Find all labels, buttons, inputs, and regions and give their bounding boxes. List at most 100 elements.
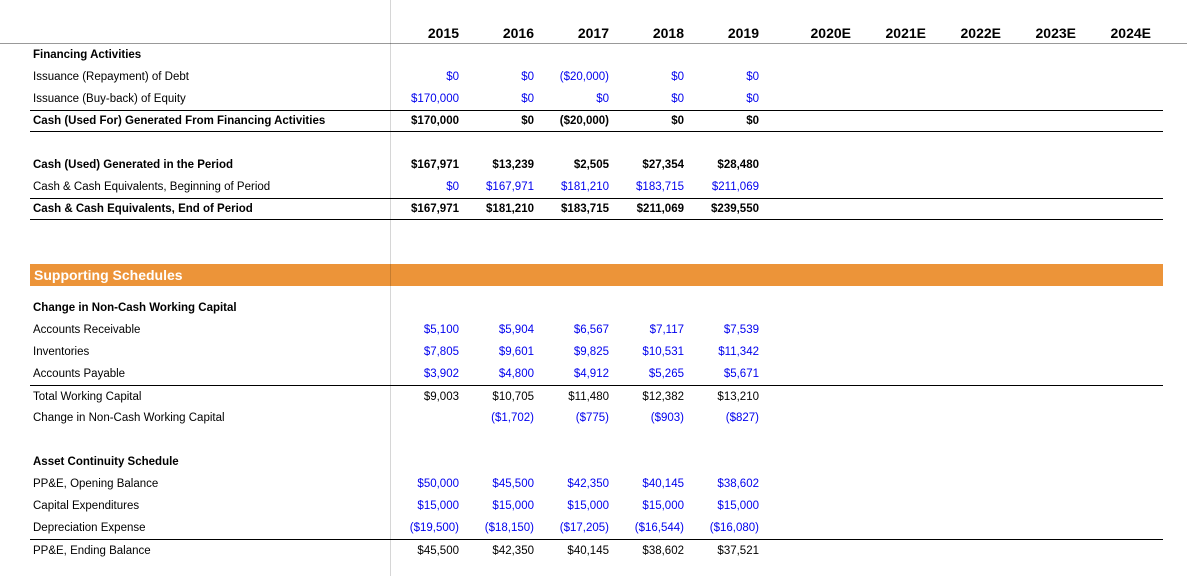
cell-2016-pp-e-ending-balance[interactable]: $42,350 (492, 544, 534, 557)
cell-2015-capital-expenditures[interactable]: $15,000 (417, 500, 459, 512)
year-header-2020e[interactable]: 2020E (810, 24, 851, 41)
year-header-2023e[interactable]: 2023E (1035, 24, 1076, 41)
row-label-accounts-receivable[interactable]: Accounts Receivable (33, 324, 141, 336)
row-label-pp-e-opening-balance[interactable]: PP&E, Opening Balance (33, 478, 159, 490)
row-label-asset-continuity-schedule[interactable]: Asset Continuity Schedule (33, 456, 179, 468)
cell-2018-cash-used-generated-in-the-period[interactable]: $27,354 (642, 159, 684, 171)
cell-2019-cash-used-generated-in-the-period[interactable]: $28,480 (717, 159, 759, 171)
cell-2017-cash-used-for-generated-from-financing-activities[interactable]: ($20,000) (559, 115, 609, 127)
cell-2018-pp-e-ending-balance[interactable]: $38,602 (642, 544, 684, 557)
row-label-cash-cash-equivalents-end-of-period[interactable]: Cash & Cash Equivalents, End of Period (33, 203, 253, 215)
cell-2019-pp-e-opening-balance[interactable]: $38,602 (717, 478, 759, 490)
row-label-total-working-capital[interactable]: Total Working Capital (33, 390, 142, 403)
cell-2018-cash-cash-equivalents-end-of-period[interactable]: $211,069 (636, 203, 684, 215)
cell-2018-change-in-non-cash-working-capital[interactable]: ($903) (650, 412, 684, 424)
row-label-change-in-non-cash-working-capital[interactable]: Change in Non-Cash Working Capital (33, 412, 225, 424)
cell-2016-inventories[interactable]: $9,601 (498, 346, 534, 358)
cell-2016-cash-used-for-generated-from-financing-activities[interactable]: $0 (521, 115, 534, 127)
cell-2018-cash-cash-equivalents-beginning-of-period[interactable]: $183,715 (636, 181, 684, 193)
cell-2019-total-working-capital[interactable]: $13,210 (717, 390, 759, 403)
cell-2017-accounts-payable[interactable]: $4,912 (573, 368, 609, 380)
cell-2018-inventories[interactable]: $10,531 (642, 346, 684, 358)
cell-2018-accounts-receivable[interactable]: $7,117 (649, 324, 684, 336)
cell-2017-issuance-repayment-of-debt[interactable]: ($20,000) (559, 71, 609, 83)
cell-2018-issuance-buy-back-of-equity[interactable]: $0 (671, 93, 684, 105)
cell-2015-pp-e-opening-balance[interactable]: $50,000 (417, 478, 459, 490)
cell-2019-issuance-buy-back-of-equity[interactable]: $0 (746, 93, 759, 105)
cell-2017-total-working-capital[interactable]: $11,480 (568, 390, 609, 403)
year-header-2016[interactable]: 2016 (502, 24, 534, 41)
cell-2016-capital-expenditures[interactable]: $15,000 (492, 500, 534, 512)
row-label-pp-e-ending-balance[interactable]: PP&E, Ending Balance (33, 544, 151, 557)
cell-2018-issuance-repayment-of-debt[interactable]: $0 (671, 71, 684, 83)
row-label-depreciation-expense[interactable]: Depreciation Expense (33, 522, 146, 534)
cell-2017-cash-cash-equivalents-end-of-period[interactable]: $183,715 (561, 203, 609, 215)
cell-2015-issuance-repayment-of-debt[interactable]: $0 (446, 71, 459, 83)
cell-2019-accounts-receivable[interactable]: $7,539 (723, 324, 759, 336)
cell-2015-cash-used-for-generated-from-financing-activities[interactable]: $170,000 (411, 115, 459, 127)
cell-2017-pp-e-ending-balance[interactable]: $40,145 (567, 544, 609, 557)
cell-2016-issuance-repayment-of-debt[interactable]: $0 (521, 71, 534, 83)
cell-2018-accounts-payable[interactable]: $5,265 (648, 368, 684, 380)
year-header-2024e[interactable]: 2024E (1110, 24, 1151, 41)
cell-2015-inventories[interactable]: $7,805 (423, 346, 459, 358)
cell-2016-cash-cash-equivalents-end-of-period[interactable]: $181,210 (486, 203, 534, 215)
cell-2016-depreciation-expense[interactable]: ($18,150) (484, 522, 534, 534)
cell-2019-inventories[interactable]: $11,342 (718, 346, 759, 358)
cell-2017-accounts-receivable[interactable]: $6,567 (573, 324, 609, 336)
row-label-change-in-non-cash-working-capital[interactable]: Change in Non-Cash Working Capital (33, 302, 237, 314)
year-header-2017[interactable]: 2017 (577, 24, 609, 41)
row-label-inventories[interactable]: Inventories (33, 346, 90, 358)
year-header-2021e[interactable]: 2021E (885, 24, 926, 41)
row-label-cash-used-generated-in-the-period[interactable]: Cash (Used) Generated in the Period (33, 159, 234, 171)
cell-2016-accounts-payable[interactable]: $4,800 (498, 368, 534, 380)
cell-2016-issuance-buy-back-of-equity[interactable]: $0 (521, 93, 534, 105)
cell-2016-cash-cash-equivalents-beginning-of-period[interactable]: $167,971 (486, 181, 534, 193)
section-banner-supporting-schedules[interactable]: Supporting Schedules (30, 264, 1163, 286)
cell-2018-total-working-capital[interactable]: $12,382 (642, 390, 684, 403)
cell-2017-inventories[interactable]: $9,825 (573, 346, 609, 358)
cell-2015-issuance-buy-back-of-equity[interactable]: $170,000 (411, 93, 459, 105)
cell-2015-total-working-capital[interactable]: $9,003 (423, 390, 459, 403)
cell-2016-cash-used-generated-in-the-period[interactable]: $13,239 (492, 159, 534, 171)
cell-2015-depreciation-expense[interactable]: ($19,500) (409, 522, 459, 534)
cell-2015-pp-e-ending-balance[interactable]: $45,500 (417, 544, 459, 557)
cell-2016-accounts-receivable[interactable]: $5,904 (498, 324, 534, 336)
cell-2019-capital-expenditures[interactable]: $15,000 (717, 500, 759, 512)
cell-2018-pp-e-opening-balance[interactable]: $40,145 (642, 478, 684, 490)
cell-2017-pp-e-opening-balance[interactable]: $42,350 (567, 478, 609, 490)
cell-2019-issuance-repayment-of-debt[interactable]: $0 (746, 71, 759, 83)
cell-2018-depreciation-expense[interactable]: ($16,544) (634, 522, 684, 534)
row-label-cash-cash-equivalents-beginning-of-period[interactable]: Cash & Cash Equivalents, Beginning of Pe… (33, 181, 271, 193)
cell-2018-cash-used-for-generated-from-financing-activities[interactable]: $0 (671, 115, 684, 127)
cell-2017-cash-cash-equivalents-beginning-of-period[interactable]: $181,210 (561, 181, 609, 193)
cell-2015-accounts-payable[interactable]: $3,902 (423, 368, 459, 380)
cell-2015-accounts-receivable[interactable]: $5,100 (423, 324, 459, 336)
cell-2015-cash-cash-equivalents-end-of-period[interactable]: $167,971 (411, 203, 459, 215)
cell-2016-total-working-capital[interactable]: $10,705 (492, 390, 534, 403)
cell-2017-change-in-non-cash-working-capital[interactable]: ($775) (575, 412, 609, 424)
cell-2017-depreciation-expense[interactable]: ($17,205) (559, 522, 609, 534)
cell-2019-accounts-payable[interactable]: $5,671 (723, 368, 759, 380)
row-label-accounts-payable[interactable]: Accounts Payable (33, 368, 126, 380)
cell-2015-cash-cash-equivalents-beginning-of-period[interactable]: $0 (446, 181, 459, 193)
cell-2019-cash-cash-equivalents-beginning-of-period[interactable]: $211,069 (711, 181, 759, 193)
year-header-2019[interactable]: 2019 (727, 24, 759, 41)
cell-2019-change-in-non-cash-working-capital[interactable]: ($827) (725, 412, 759, 424)
cell-2017-capital-expenditures[interactable]: $15,000 (567, 500, 609, 512)
cell-2017-cash-used-generated-in-the-period[interactable]: $2,505 (573, 159, 609, 171)
row-label-issuance-repayment-of-debt[interactable]: Issuance (Repayment) of Debt (33, 71, 189, 83)
year-header-2018[interactable]: 2018 (652, 24, 684, 41)
cell-2017-issuance-buy-back-of-equity[interactable]: $0 (596, 93, 609, 105)
row-label-issuance-buy-back-of-equity[interactable]: Issuance (Buy-back) of Equity (33, 93, 186, 105)
cell-2019-pp-e-ending-balance[interactable]: $37,521 (717, 544, 759, 557)
year-header-2022e[interactable]: 2022E (960, 24, 1001, 41)
row-label-capital-expenditures[interactable]: Capital Expenditures (33, 500, 140, 512)
year-header-2015[interactable]: 2015 (427, 24, 459, 41)
cell-2018-capital-expenditures[interactable]: $15,000 (642, 500, 684, 512)
cell-2016-change-in-non-cash-working-capital[interactable]: ($1,702) (491, 412, 534, 424)
cell-2019-cash-cash-equivalents-end-of-period[interactable]: $239,550 (711, 203, 759, 215)
cell-2019-depreciation-expense[interactable]: ($16,080) (709, 522, 759, 534)
row-label-cash-used-for-generated-from-financing-activities[interactable]: Cash (Used For) Generated From Financing… (33, 115, 326, 127)
cell-2016-pp-e-opening-balance[interactable]: $45,500 (492, 478, 534, 490)
